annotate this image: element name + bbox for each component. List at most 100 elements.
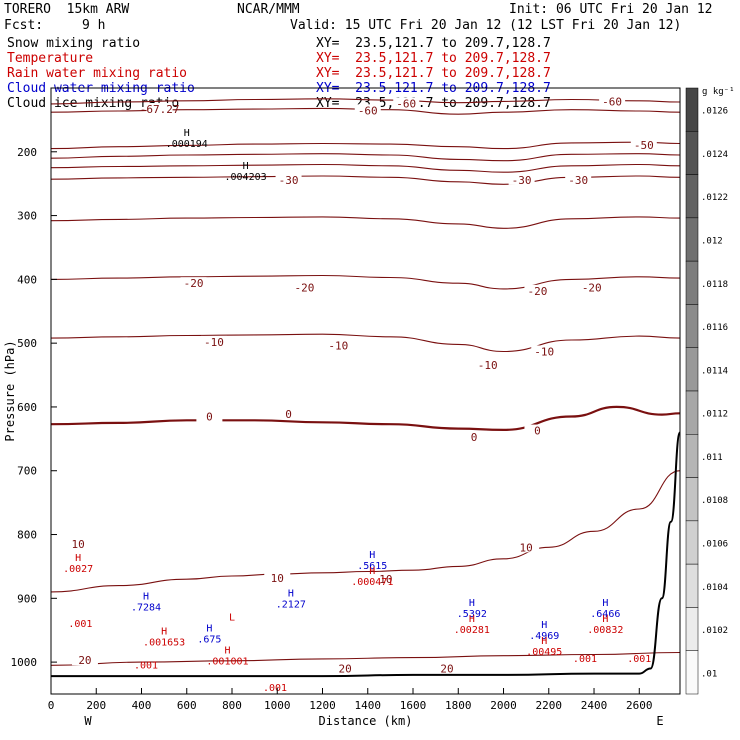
- x-axis-west-label: W: [84, 714, 92, 728]
- maximum-value: .001653: [143, 638, 185, 649]
- x-tick-label: 600: [177, 699, 197, 712]
- colorbar-swatch: [685, 347, 699, 392]
- y-tick-label: 700: [17, 465, 37, 478]
- colorbar-label: .0102: [701, 626, 728, 636]
- field-xy-temperature: XY= 23.5,121.7 to 209.7,128.7: [316, 51, 551, 66]
- contour-label-bg: [264, 571, 291, 583]
- temperature-contours: [50, 98, 681, 666]
- contour-label: -20: [294, 282, 314, 295]
- maximum-marker: H: [143, 592, 149, 603]
- contour-label: 10: [271, 572, 284, 585]
- contour-label: -20: [582, 282, 602, 295]
- contour-label: 0: [285, 408, 292, 421]
- contour-label-bg: [524, 284, 551, 296]
- y-tick-label: 400: [17, 273, 37, 286]
- contour-label: 20: [440, 662, 453, 675]
- maximum-value: .000471: [351, 577, 393, 588]
- contour-label: 20: [78, 654, 91, 667]
- x-axis-title: Distance (km): [319, 714, 413, 728]
- terrain-line: [50, 431, 681, 678]
- y-axis-title: Pressure (hPa): [3, 340, 17, 441]
- y-tick-label: 300: [17, 210, 37, 223]
- model-title: TORERO 15km ARW: [4, 2, 130, 17]
- fcst-label: Fcst:: [4, 18, 44, 33]
- contour-label-bg: [565, 173, 592, 185]
- maximum-marker: H: [602, 614, 608, 625]
- x-tick-label: 1200: [309, 699, 336, 712]
- minimum-marker: L: [229, 613, 235, 624]
- contour-label: -30: [512, 174, 532, 187]
- temperature-contour: [50, 216, 681, 229]
- contour-label: -30: [279, 174, 299, 187]
- colorbar-label: .0116: [701, 323, 728, 333]
- maximum-marker: H: [75, 553, 81, 564]
- colorbar-label: .0112: [701, 410, 728, 420]
- contour-label-bg: [461, 430, 488, 442]
- temperature-contour: [50, 274, 681, 290]
- contour-label-bg: [513, 541, 540, 553]
- colorbar-label: .0122: [701, 193, 728, 203]
- axes: 0 200 400 600 800 1000 1200 1400 1600 1800 2000 220…: [11, 146, 653, 712]
- colorbar-label: .0114: [701, 366, 728, 376]
- colorbar-label: .01: [701, 669, 717, 679]
- contour-labels: -67.27 -60 -60 -60 -50 -30 -30 -30 -20 -20 -20 -20 -…: [63, 95, 657, 694]
- colorbar-label: .0106: [701, 540, 728, 550]
- x-tick-label: 1800: [445, 699, 472, 712]
- maximum-marker: H: [541, 620, 547, 631]
- x-tick-label: 2600: [626, 699, 653, 712]
- maximum-value: .00495: [526, 647, 562, 658]
- colorbar-swatch: [685, 174, 699, 219]
- temperature-contour: [50, 153, 681, 162]
- contour-label: -20: [184, 277, 204, 290]
- contour-label-bg: [332, 662, 359, 674]
- maximum-value: .00832: [587, 625, 623, 636]
- maximum-value: .5615: [357, 561, 387, 572]
- x-tick-label: 1000: [264, 699, 291, 712]
- colorbar-label: .0126: [701, 107, 728, 117]
- x-axis-east-label: E: [656, 714, 663, 728]
- colorbar-swatch: [685, 650, 699, 695]
- x-tick-label: 2000: [490, 699, 517, 712]
- colorbar-label: .011: [701, 453, 723, 463]
- maximum-marker: H: [224, 646, 230, 657]
- contour-label: -60: [602, 95, 622, 108]
- colorbar-label: .012: [701, 237, 723, 247]
- maximum-value: .675: [197, 634, 221, 645]
- maximum-value: .7284: [131, 603, 161, 614]
- x-tick-label: 400: [132, 699, 152, 712]
- valid-time: Valid: 15 UTC Fri 20 Jan 12 (12 LST Fri …: [290, 18, 682, 33]
- contour-label-bg: [196, 410, 223, 422]
- init-time: Init: 06 UTC Fri 20 Jan 12: [509, 2, 713, 17]
- contour-label-bg: [524, 424, 551, 436]
- contour-label: -20: [528, 285, 548, 298]
- maximum-marker: H: [184, 128, 190, 139]
- contour-label: 0: [534, 425, 541, 438]
- y-tick-label: 200: [17, 146, 37, 159]
- contour-label-bg: [630, 138, 657, 150]
- field-name-temperature: Temperature: [7, 51, 94, 66]
- contour-label-bg: [578, 281, 605, 293]
- temperature-contour: [50, 163, 681, 173]
- x-tick-label: 800: [222, 699, 242, 712]
- y-tick-label: 500: [17, 337, 37, 350]
- contour-label-bg: [474, 358, 501, 370]
- maximum-marker: H: [161, 627, 167, 638]
- maximum-value: .2127: [276, 599, 306, 610]
- y-tick-label: 900: [17, 592, 37, 605]
- x-tick-label: 1600: [400, 699, 427, 712]
- colorbar-swatch: [685, 217, 699, 262]
- contour-label: -50: [634, 139, 654, 152]
- maximum-value: .4969: [529, 631, 559, 642]
- colorbar-swatch: [685, 87, 699, 132]
- contour-label: 0: [206, 411, 213, 424]
- x-tick-label: 1400: [355, 699, 382, 712]
- contour-label: -60: [396, 97, 416, 110]
- contour-label-bg: [71, 654, 98, 666]
- x-tick-label: 200: [86, 699, 106, 712]
- x-tick-label: 2200: [536, 699, 563, 712]
- temperature-contour: [50, 405, 681, 432]
- contour-label-bg: [531, 345, 558, 357]
- maximum-value: .000194: [166, 139, 208, 150]
- contour-label-bg: [433, 662, 460, 674]
- contour-label: -10: [534, 345, 554, 358]
